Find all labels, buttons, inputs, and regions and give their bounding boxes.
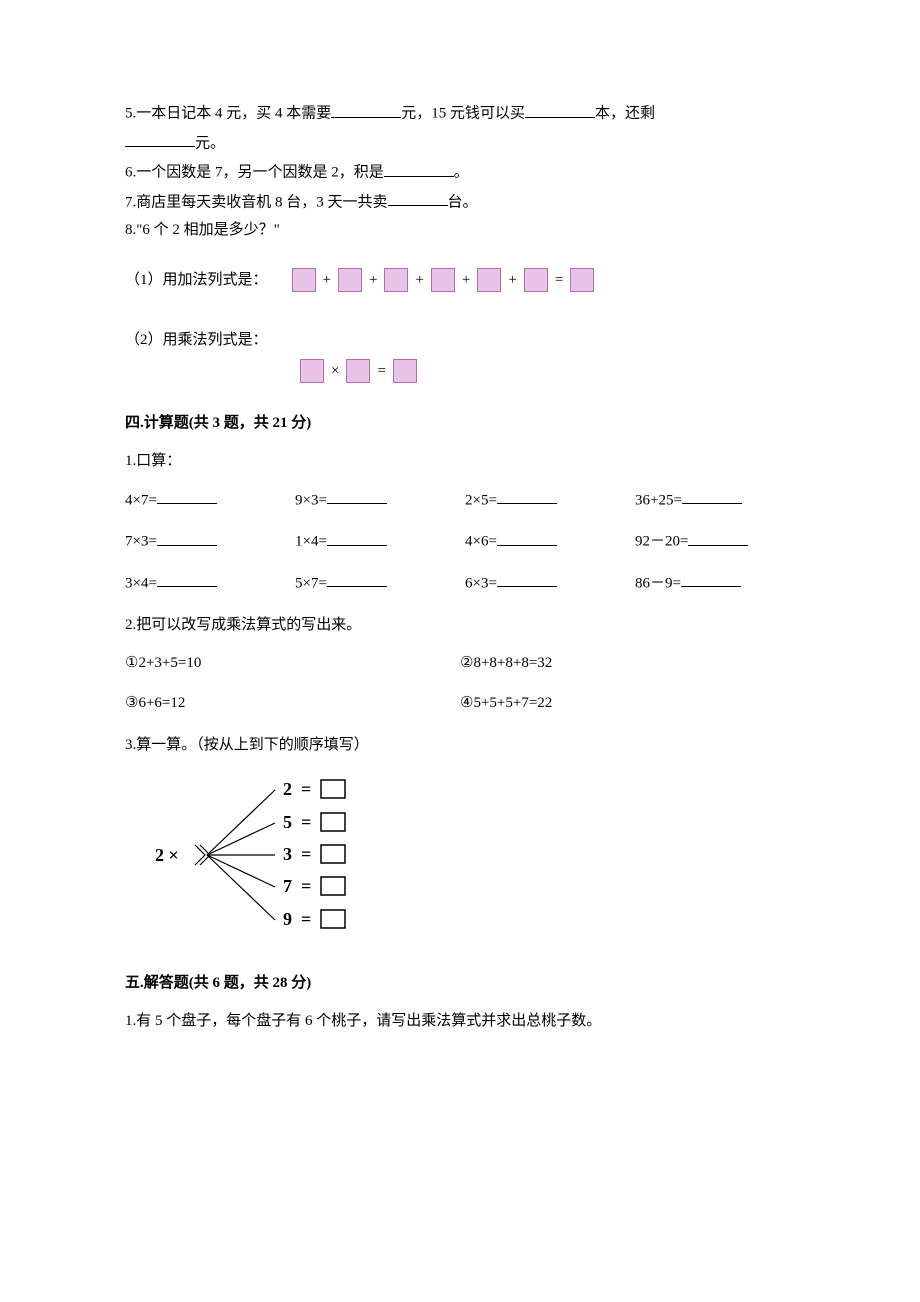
section-5-title: 五.解答题(共 6 题，共 28 分) <box>125 971 795 995</box>
q7-text-1: 7.商店里每天卖收音机 8 台，3 天一共卖 <box>125 194 388 210</box>
q5-blank-3[interactable] <box>125 130 195 148</box>
fan-box-1[interactable] <box>321 780 345 798</box>
equals-icon: = <box>552 268 566 292</box>
add-box-4[interactable] <box>431 268 455 292</box>
sec4-q2-label: 2.把可以改写成乘法算式的写出来。 <box>125 613 795 637</box>
fan-boxes <box>321 780 345 928</box>
svg-text:5: 5 <box>283 812 292 832</box>
calc-blank[interactable] <box>497 528 557 546</box>
calc-item: 92－20= <box>635 528 795 554</box>
calc-blank[interactable] <box>327 570 387 588</box>
calc-item: 5×7= <box>295 570 455 596</box>
sec4-q3-label: 3.算一算。（按从上到下的顺序填写） <box>125 733 795 757</box>
fan-left-label: 2 × <box>155 845 179 865</box>
rewrite-item: ②8+8+8+8=32 <box>460 651 795 675</box>
calc-item: 86－9= <box>635 570 795 596</box>
add-box-result[interactable] <box>570 268 594 292</box>
calc-blank[interactable] <box>497 570 557 588</box>
calc-blank[interactable] <box>327 487 387 505</box>
q5-text-1: 5.一本日记本 4 元，买 4 本需要 <box>125 106 331 122</box>
calc-item: 2×5= <box>465 487 625 513</box>
svg-text:2: 2 <box>283 779 292 799</box>
q7-text-2: 台。 <box>448 194 478 210</box>
mult-box-1[interactable] <box>300 359 324 383</box>
question-5-line2: 元。 <box>125 130 795 156</box>
add-box-6[interactable] <box>524 268 548 292</box>
calc-item: 6×3= <box>465 570 625 596</box>
fan-box-2[interactable] <box>321 813 345 831</box>
svg-text:=: = <box>301 779 311 799</box>
plus-icon: + <box>505 268 519 292</box>
plus-icon: + <box>320 268 334 292</box>
q5-text-3: 本，还剩 <box>595 106 655 122</box>
svg-text:=: = <box>301 909 311 929</box>
calc-item: 36+25= <box>635 487 795 513</box>
q5-text-4: 元。 <box>195 135 225 151</box>
section-4-title: 四.计算题(共 3 题，共 21 分) <box>125 411 795 435</box>
q6-text-2: 。 <box>454 165 469 181</box>
question-8: 8."6 个 2 相加是多少？" <box>125 218 795 242</box>
times-icon: × <box>328 359 342 383</box>
plus-icon: + <box>366 268 380 292</box>
plus-icon: + <box>412 268 426 292</box>
calc-item: 4×7= <box>125 487 285 513</box>
question-6: 6.一个因数是 7，另一个因数是 2，积是 。 <box>125 159 795 185</box>
mult-boxes: × = <box>300 359 417 383</box>
calc-blank[interactable] <box>682 487 742 505</box>
svg-text:3: 3 <box>283 844 292 864</box>
q5-blank-1[interactable] <box>331 100 401 118</box>
calc-grid: 4×7= 9×3= 2×5= 36+25= 7×3= 1×4= 4×6= 92－… <box>125 487 795 596</box>
fan-diagram: 2 × 2 5 3 7 9 = = = = = <box>155 775 795 943</box>
mult-box-2[interactable] <box>346 359 370 383</box>
q8-part1: （1）用加法列式是： + + + + + = <box>125 268 795 292</box>
calc-item: 1×4= <box>295 528 455 554</box>
add-box-2[interactable] <box>338 268 362 292</box>
q6-text-1: 6.一个因数是 7，另一个因数是 2，积是 <box>125 165 384 181</box>
addition-boxes: + + + + + = <box>292 268 595 292</box>
fan-box-3[interactable] <box>321 845 345 863</box>
svg-text:9: 9 <box>283 909 292 929</box>
calc-blank[interactable] <box>681 570 741 588</box>
svg-text:=: = <box>301 812 311 832</box>
rewrite-item: ③6+6=12 <box>125 691 460 715</box>
calc-item: 3×4= <box>125 570 285 596</box>
add-box-1[interactable] <box>292 268 316 292</box>
svg-text:=: = <box>301 844 311 864</box>
calc-blank[interactable] <box>327 528 387 546</box>
fan-box-5[interactable] <box>321 910 345 928</box>
q8-p1-label: （1）用加法列式是： <box>125 268 268 292</box>
fan-values: 2 5 3 7 9 = = = = = <box>283 779 311 929</box>
q6-blank[interactable] <box>384 159 454 177</box>
q7-blank[interactable] <box>388 189 448 207</box>
calc-item: 9×3= <box>295 487 455 513</box>
calc-blank[interactable] <box>157 570 217 588</box>
rewrite-item: ①2+3+5=10 <box>125 651 460 675</box>
fan-svg: 2 × 2 5 3 7 9 = = = = = <box>155 775 375 935</box>
calc-blank[interactable] <box>157 528 217 546</box>
calc-blank[interactable] <box>157 487 217 505</box>
question-5: 5.一本日记本 4 元，买 4 本需要 元，15 元钱可以买 本，还剩 <box>125 100 795 126</box>
mult-box-result[interactable] <box>393 359 417 383</box>
calc-item: 7×3= <box>125 528 285 554</box>
add-box-5[interactable] <box>477 268 501 292</box>
calc-blank[interactable] <box>688 528 748 546</box>
rewrite-item: ④5+5+5+7=22 <box>460 691 795 715</box>
equals-icon: = <box>374 359 388 383</box>
sec5-q1: 1.有 5 个盘子，每个盘子有 6 个桃子，请写出乘法算式并求出总桃子数。 <box>125 1009 795 1033</box>
calc-blank[interactable] <box>497 487 557 505</box>
fan-lines <box>195 790 275 920</box>
q5-text-2: 元，15 元钱可以买 <box>401 106 525 122</box>
calc-item: 4×6= <box>465 528 625 554</box>
svg-text:=: = <box>301 876 311 896</box>
q8-p2-label: （2）用乘法列式是： <box>125 328 795 352</box>
svg-text:7: 7 <box>283 876 292 896</box>
q5-blank-2[interactable] <box>525 100 595 118</box>
sec4-q1-label: 1.口算： <box>125 449 795 473</box>
q8-part2: （2）用乘法列式是： × = <box>125 328 795 383</box>
add-box-3[interactable] <box>384 268 408 292</box>
plus-icon: + <box>459 268 473 292</box>
question-7: 7.商店里每天卖收音机 8 台，3 天一共卖 台。 <box>125 189 795 215</box>
rewrite-grid: ①2+3+5=10 ②8+8+8+8=32 ③6+6=12 ④5+5+5+7=2… <box>125 651 795 715</box>
fan-box-4[interactable] <box>321 877 345 895</box>
